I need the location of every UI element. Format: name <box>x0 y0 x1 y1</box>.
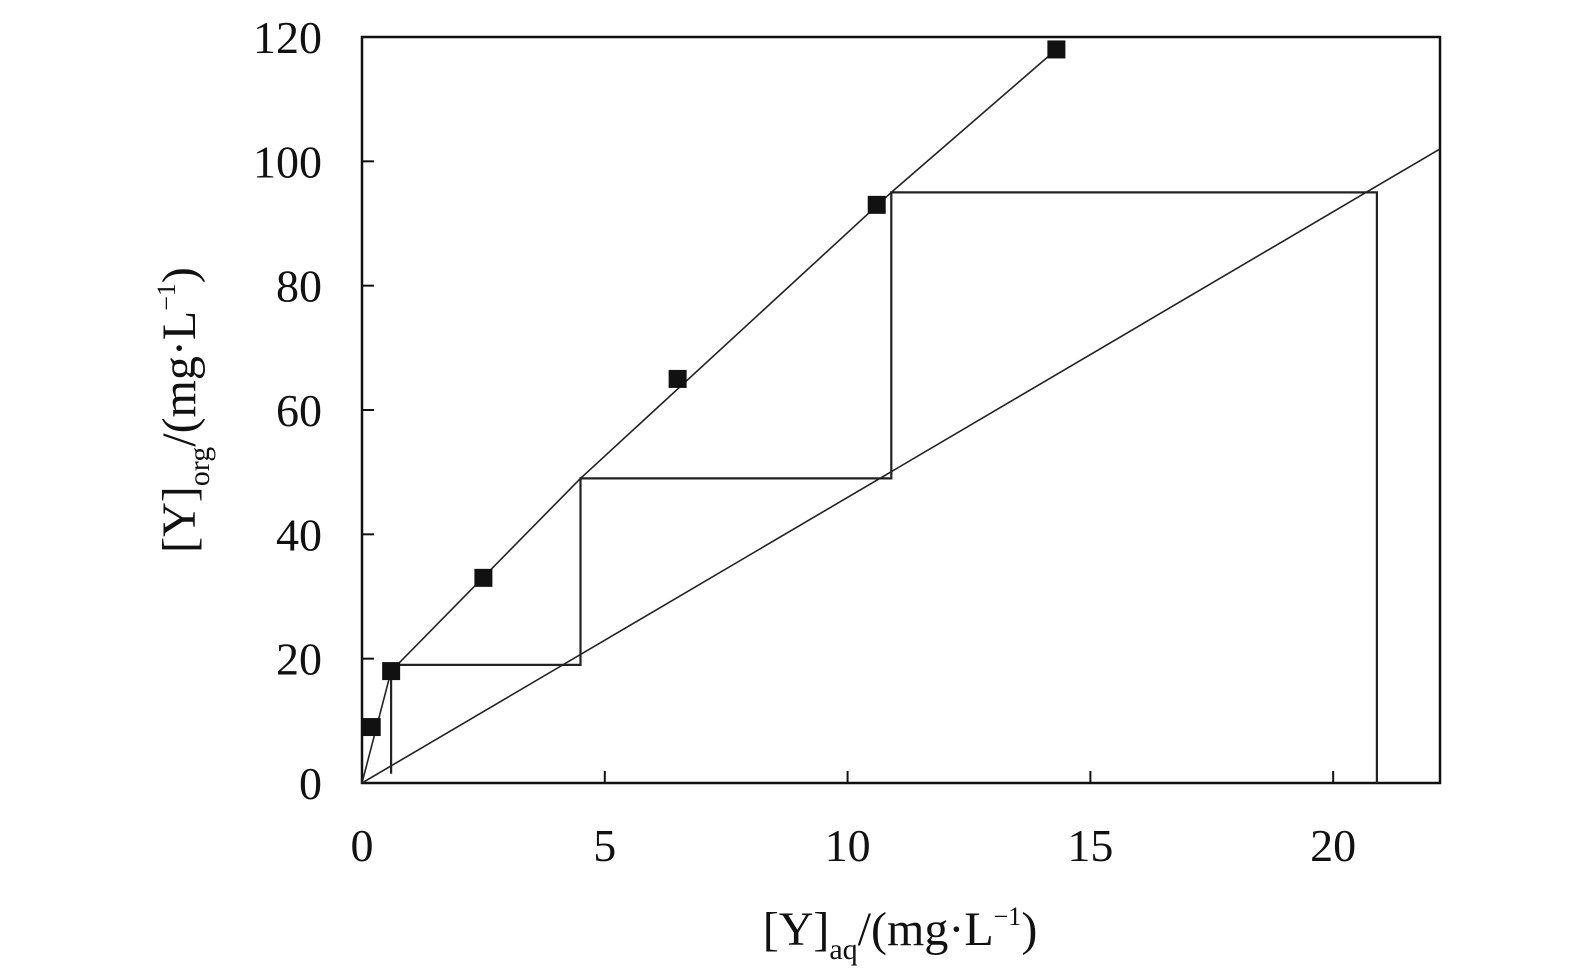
x-axis-ticks: 0 5 10 15 20 <box>351 771 1356 871</box>
x-tick-label: 20 <box>1310 820 1356 871</box>
y-tick-label: 0 <box>299 758 322 809</box>
data-point-marker <box>1047 40 1066 59</box>
x-axis-title-unit: /(mg·L <box>858 903 994 956</box>
x-tick-label: 0 <box>351 820 374 871</box>
x-tick-label: 5 <box>593 820 616 871</box>
y-tick-label: 60 <box>276 385 322 436</box>
y-tick-label: 120 <box>253 12 322 63</box>
y-axis-title-unit: /(mg·L <box>153 311 206 447</box>
y-axis-title-main: [Y] <box>153 486 206 553</box>
x-axis-title: [Y]aq/(mg·L−1) <box>763 902 1038 966</box>
x-axis-title-close: ) <box>1021 903 1037 956</box>
y-axis-title-sup: −1 <box>152 283 181 311</box>
mccabe-thiele-steps-line <box>390 191 1379 783</box>
data-point-marker <box>362 718 381 737</box>
y-tick-label: 80 <box>276 261 322 312</box>
series-layer <box>361 48 1441 784</box>
x-axis-title-sup: −1 <box>994 902 1022 931</box>
x-tick-label: 15 <box>1067 820 1113 871</box>
x-axis-title-sub: aq <box>829 933 857 966</box>
plot-area <box>360 35 1442 785</box>
y-axis-title: [Y]org/(mg·L−1) <box>152 267 216 553</box>
y-tick-label: 100 <box>253 136 322 187</box>
y-tick-label: 40 <box>276 509 322 560</box>
equilibrium-curve-line <box>361 48 1057 784</box>
y-axis-ticks: 0 20 40 60 80 100 120 <box>253 12 374 809</box>
x-axis-title-main: [Y] <box>763 903 830 956</box>
y-tick-label: 20 <box>276 634 322 685</box>
marker-layer <box>362 40 1066 737</box>
y-axis-title-close: ) <box>153 267 206 283</box>
data-point-marker <box>382 662 401 681</box>
data-point-marker <box>668 369 687 388</box>
x-tick-label: 10 <box>825 820 871 871</box>
data-point-marker <box>474 568 493 587</box>
y-axis-title-sub: org <box>183 447 216 486</box>
data-point-marker <box>867 195 886 214</box>
plot-frame <box>360 35 1442 785</box>
operating-line-line <box>361 148 1441 784</box>
